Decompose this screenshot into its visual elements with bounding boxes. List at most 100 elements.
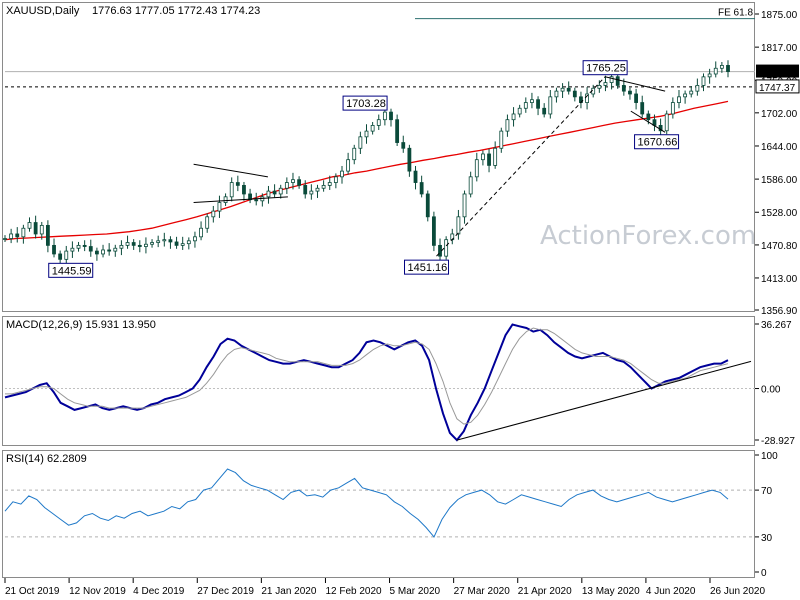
candle-body: [125, 242, 130, 246]
candle-body: [572, 90, 577, 98]
candle-body: [444, 239, 449, 257]
candle-body: [162, 239, 167, 242]
candle-body: [9, 233, 14, 239]
candle-body: [401, 142, 406, 149]
candle-body: [217, 202, 222, 212]
candle-body: [689, 90, 694, 95]
candle-body: [695, 85, 700, 92]
candle-body: [266, 190, 271, 198]
y-tick-label: 1644.00: [761, 142, 798, 153]
trendline-triangle-bottom-dec: [193, 196, 288, 204]
candle-body: [45, 224, 50, 246]
y-tick-label: 1413.00: [761, 274, 798, 285]
candle-body: [554, 90, 559, 98]
candle-body: [15, 233, 20, 238]
candle-body: [646, 113, 651, 121]
x-tick-label: 12 Nov 2019: [69, 586, 126, 597]
rsi-y-tick-label: 30: [761, 533, 773, 544]
macd-layer: 36.267 0.00 -28.927: [4, 320, 795, 447]
candle-body: [223, 196, 228, 203]
x-tick-label: 4 Jun 2020: [646, 586, 696, 597]
annotation-box: [582, 60, 628, 76]
candle-body: [119, 244, 124, 249]
candle-body: [664, 113, 669, 132]
candle-body: [585, 93, 589, 103]
y-tick-label: 1470.80: [761, 241, 798, 252]
candle-body: [303, 184, 308, 195]
x-tick-label: 4 Dec 2019: [133, 586, 185, 597]
candle-body: [242, 184, 246, 195]
candle-body: [511, 113, 516, 121]
candle-body: [431, 216, 436, 246]
candle-body: [456, 216, 461, 235]
annotation-box: [48, 262, 94, 278]
candle-body: [174, 241, 179, 246]
trendline-mar-may-rising: [436, 76, 606, 257]
candle-body: [39, 224, 44, 235]
annotation-label: 1670.66: [638, 137, 678, 149]
annotation-box: [342, 95, 388, 111]
candle-body: [156, 240, 161, 243]
candle-body: [566, 87, 571, 92]
candle-body: [389, 111, 393, 121]
candle-body: [82, 244, 87, 247]
candle-body: [707, 73, 712, 78]
candle-body: [376, 119, 381, 126]
macd-y-tick-label: 0.00: [761, 385, 781, 396]
candle-body: [352, 147, 357, 161]
candle-body: [199, 227, 203, 238]
candle-body: [278, 187, 283, 195]
candle-body: [358, 136, 363, 149]
candle-body: [248, 193, 252, 201]
x-tick-label: 26 Jun 2020: [710, 586, 765, 597]
candle-body: [468, 176, 473, 195]
candle-body: [603, 82, 608, 86]
candle-body: [340, 170, 344, 178]
x-tick-label: 21 Oct 2019: [5, 586, 60, 597]
y-tick-label: 1817.00: [761, 43, 798, 54]
candle-body: [677, 96, 681, 103]
y-tick-label: 1875.00: [761, 10, 798, 21]
candle-body: [52, 244, 56, 255]
candle-body: [505, 119, 510, 132]
candle-body: [530, 99, 534, 103]
ma-line: [4, 100, 729, 241]
x-tick-label: 12 Feb 2020: [325, 586, 382, 597]
candle-body: [254, 199, 259, 202]
candle-body: [315, 187, 320, 192]
candle-body: [137, 244, 142, 247]
candle-body: [88, 246, 93, 252]
rsi-layer: 100 70 30 0: [4, 451, 778, 579]
macd-trendline: [456, 360, 752, 441]
x-tick-label: 21 Apr 2020: [518, 586, 572, 597]
candle-body: [21, 227, 26, 238]
trendline-may-jun-top: [605, 76, 666, 92]
candle-body: [395, 119, 400, 143]
candle-body: [499, 130, 504, 149]
candle-body: [542, 107, 547, 115]
annotation-label: 1765.25: [586, 63, 626, 75]
candle-body: [101, 249, 105, 255]
annotation-box: [404, 259, 450, 275]
candle-body: [609, 76, 614, 83]
candle-body: [536, 99, 540, 109]
candle-body: [58, 253, 63, 260]
candle-body: [76, 244, 81, 249]
price-layer: 1875.001817.001759.001702.001644.001586.…: [3, 8, 800, 317]
x-tick-label: 5 Mar 2020: [390, 586, 441, 597]
candle-body: [144, 243, 148, 247]
price-panel: [2, 2, 755, 312]
annotation-label: 1703.28: [346, 98, 386, 110]
rsi-y-tick-label: 70: [761, 486, 773, 497]
support-label: 1747.37: [759, 83, 796, 94]
candle-body: [628, 90, 632, 95]
candle-body: [107, 249, 112, 252]
x-axis: 21 Oct 2019 12 Nov 2019 4 Dec 2019 27 Dec 2…: [4, 578, 765, 597]
candle-body: [186, 240, 191, 245]
price-title: XAUUSD,Daily: [6, 5, 80, 17]
candle-body: [70, 247, 75, 252]
macd-line: [4, 323, 729, 442]
candle-body: [597, 85, 602, 89]
candle-body: [205, 216, 210, 229]
